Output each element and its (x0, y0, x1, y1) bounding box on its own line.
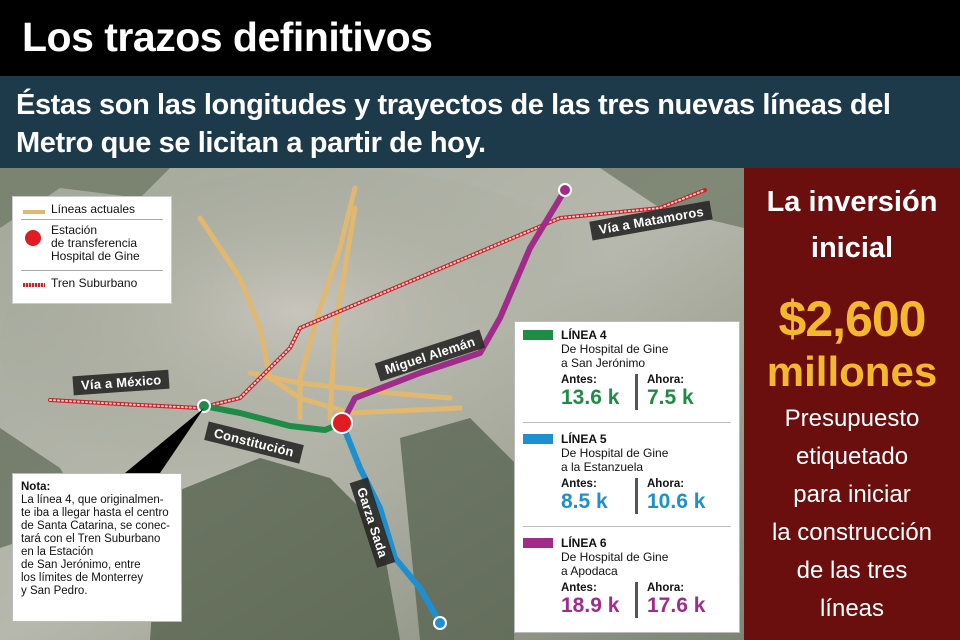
line-5-block: LÍNEA 5 De Hospital de Gine a la Estanzu… (515, 426, 739, 526)
panel-divider (523, 526, 731, 527)
line-4-after-label: Ahora: (647, 374, 685, 386)
mountain-shape (0, 168, 170, 228)
header-bar: Los trazos definitivos (0, 0, 960, 76)
line-4-title: LÍNEA 4 (561, 328, 607, 342)
line-6-title: LÍNEA 6 (561, 536, 607, 550)
line-4-separator (635, 374, 638, 410)
mountain-shape (400, 418, 520, 640)
map-legend: Líneas actuales Estación de transferenci… (12, 196, 172, 304)
line-6-after-value: 17.6 k (647, 594, 706, 617)
mountain-shape (150, 458, 400, 640)
line-6-terminal (558, 183, 572, 197)
line-6-route (339, 187, 568, 426)
investment-amount: $2,600 (778, 291, 927, 347)
subheader-text: Éstas son las longitudes y trayectos de … (16, 89, 891, 159)
legend-divider (21, 219, 163, 220)
note-line: tará con el Tren Suburbano (21, 533, 161, 545)
line-5-desc: De Hospital de Gine a la Estanzuela (561, 446, 669, 474)
line-4-desc: De Hospital de Gine a San Jerónimo (561, 342, 669, 370)
subheader-bar: Éstas son las longitudes y trayectos de … (0, 76, 960, 168)
line-5-before-label: Antes: (561, 478, 597, 490)
note-line: te iba a llegar hasta el centro (21, 507, 169, 519)
legend-station: Estación de transferencia Hospital de Gi… (21, 224, 165, 266)
note-line: los límites de Monterrey (21, 572, 144, 584)
note-line: en la Estación (21, 546, 94, 558)
page-title: Los trazos definitivos (22, 14, 433, 60)
legend-divider (21, 270, 163, 271)
line-6-desc: De Hospital de Gine a Apodaca (561, 550, 669, 578)
investment-heading-2: inicial (810, 232, 894, 264)
current-lines-swatch (23, 210, 45, 214)
note-line: de San Jerónimo, entre (21, 559, 141, 571)
investment-description: Presupuesto etiquetado para iniciar la c… (771, 405, 933, 622)
line-6-before-label: Antes: (561, 582, 597, 594)
legend-current-lines: Líneas actuales (21, 203, 165, 217)
note-title: Nota: (21, 481, 51, 493)
line-4-terminal (197, 399, 211, 413)
line-5-title: LÍNEA 5 (561, 432, 607, 446)
current-line-path (247, 370, 453, 401)
line-6-block: LÍNEA 6 De Hospital de Gine a Apodaca An… (515, 530, 739, 630)
line-4-route (201, 403, 345, 433)
line-5-color-bar (523, 434, 553, 444)
note-line: de Santa Catarina, se conec- (21, 520, 170, 532)
lines-panel: LÍNEA 4 De Hospital de Gine a San Jeróni… (514, 321, 740, 633)
line-4-block: LÍNEA 4 De Hospital de Gine a San Jeróni… (515, 322, 739, 422)
suburban-swatch (23, 283, 45, 287)
line-4-after-value: 7.5 k (647, 386, 694, 409)
note-box: Nota: La línea 4, que originalmen- te ib… (12, 473, 182, 622)
line-6-before-value: 18.9 k (561, 594, 620, 617)
panel-divider (523, 422, 731, 423)
line-4-before-label: Antes: (561, 374, 597, 386)
line-5-before-value: 8.5 k (561, 490, 608, 513)
current-line-path (327, 205, 358, 421)
suburban-train (48, 188, 707, 410)
line-4-before-value: 13.6 k (561, 386, 620, 409)
line-6-separator (635, 582, 638, 618)
note-line: La línea 4, que originalmen- (21, 494, 164, 506)
current-line-path (297, 185, 358, 421)
investment-heading-1: La inversión (766, 186, 938, 218)
map-area: Líneas actuales Estación de transferenci… (0, 168, 744, 640)
line-5-after-label: Ahora: (647, 478, 685, 490)
hospital-de-gine-station (331, 412, 353, 434)
note-line: y San Pedro. (21, 585, 88, 597)
line-5-after-value: 10.6 k (647, 490, 706, 513)
note-pointer (125, 408, 204, 473)
line-5-separator (635, 478, 638, 514)
investment-panel: La inversión inicial $2,600 millones Pre… (744, 168, 960, 640)
line-4-color-bar (523, 330, 553, 340)
legend-suburban: Tren Suburbano (21, 277, 165, 291)
line-6-color-bar (523, 538, 553, 548)
line-5-terminal (433, 616, 447, 630)
line-5-route (339, 420, 443, 626)
investment-unit: millones (766, 348, 938, 395)
line-6-after-label: Ahora: (647, 582, 685, 594)
station-dot-icon (25, 230, 41, 246)
